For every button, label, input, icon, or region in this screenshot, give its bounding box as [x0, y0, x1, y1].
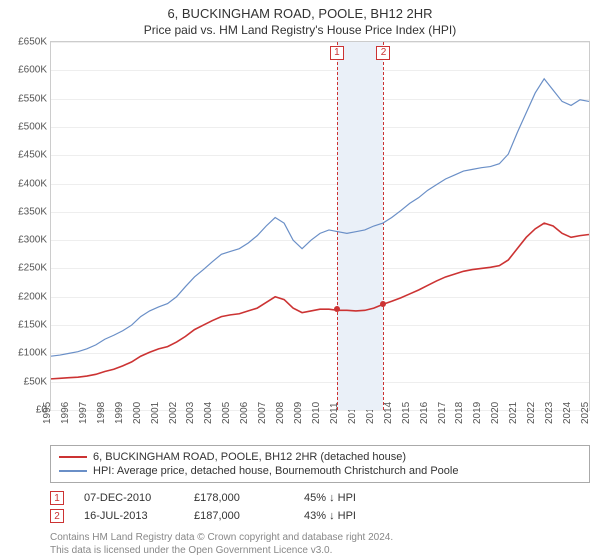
chart-plot-area: £0£50K£100K£150K£200K£250K£300K£350K£400…	[50, 41, 590, 411]
y-axis-label: £600K	[18, 65, 51, 76]
footnote-line: This data is licensed under the Open Gov…	[50, 544, 590, 557]
legend-swatch	[59, 470, 87, 472]
event-row: 1 07-DEC-2010 £178,000 45% ↓ HPI	[50, 489, 590, 507]
event-number: 1	[50, 491, 64, 505]
chart-title: 6, BUCKINGHAM ROAD, POOLE, BH12 2HR	[0, 0, 600, 21]
footnote: Contains HM Land Registry data © Crown c…	[50, 531, 590, 557]
legend-label: HPI: Average price, detached house, Bour…	[93, 465, 458, 477]
series-hpi	[51, 79, 589, 356]
chart-container: 6, BUCKINGHAM ROAD, POOLE, BH12 2HR Pric…	[0, 0, 600, 560]
y-axis-label: £550K	[18, 93, 51, 104]
legend-label: 6, BUCKINGHAM ROAD, POOLE, BH12 2HR (det…	[93, 451, 406, 463]
legend-item: HPI: Average price, detached house, Bour…	[59, 464, 581, 478]
y-axis-label: £200K	[18, 291, 51, 302]
event-delta: 43% ↓ HPI	[304, 510, 394, 522]
event-delta: 45% ↓ HPI	[304, 492, 394, 504]
event-row: 2 16-JUL-2013 £187,000 43% ↓ HPI	[50, 507, 590, 525]
y-axis-label: £500K	[18, 121, 51, 132]
event-table: 1 07-DEC-2010 £178,000 45% ↓ HPI 2 16-JUL-201…	[50, 489, 590, 525]
y-axis-label: £300K	[18, 235, 51, 246]
line-layer	[51, 42, 589, 410]
event-price: £178,000	[194, 492, 284, 504]
y-axis-label: £100K	[18, 348, 51, 359]
footnote-line: Contains HM Land Registry data © Crown c…	[50, 531, 590, 544]
y-axis-label: £150K	[18, 320, 51, 331]
y-axis-label: £450K	[18, 150, 51, 161]
event-price: £187,000	[194, 510, 284, 522]
event-date: 07-DEC-2010	[84, 492, 174, 504]
legend-swatch	[59, 456, 87, 458]
series-property	[51, 223, 589, 379]
chart-subtitle: Price paid vs. HM Land Registry's House …	[0, 21, 600, 41]
y-axis-label: £400K	[18, 178, 51, 189]
y-axis-label: £250K	[18, 263, 51, 274]
y-axis-label: £650K	[18, 37, 51, 48]
sale-point	[380, 301, 386, 307]
y-axis-label: £350K	[18, 206, 51, 217]
sale-point	[334, 306, 340, 312]
event-date: 16-JUL-2013	[84, 510, 174, 522]
legend-item: 6, BUCKINGHAM ROAD, POOLE, BH12 2HR (det…	[59, 450, 581, 464]
y-axis-label: £50K	[24, 376, 51, 387]
event-number: 2	[50, 509, 64, 523]
legend: 6, BUCKINGHAM ROAD, POOLE, BH12 2HR (det…	[50, 445, 590, 483]
